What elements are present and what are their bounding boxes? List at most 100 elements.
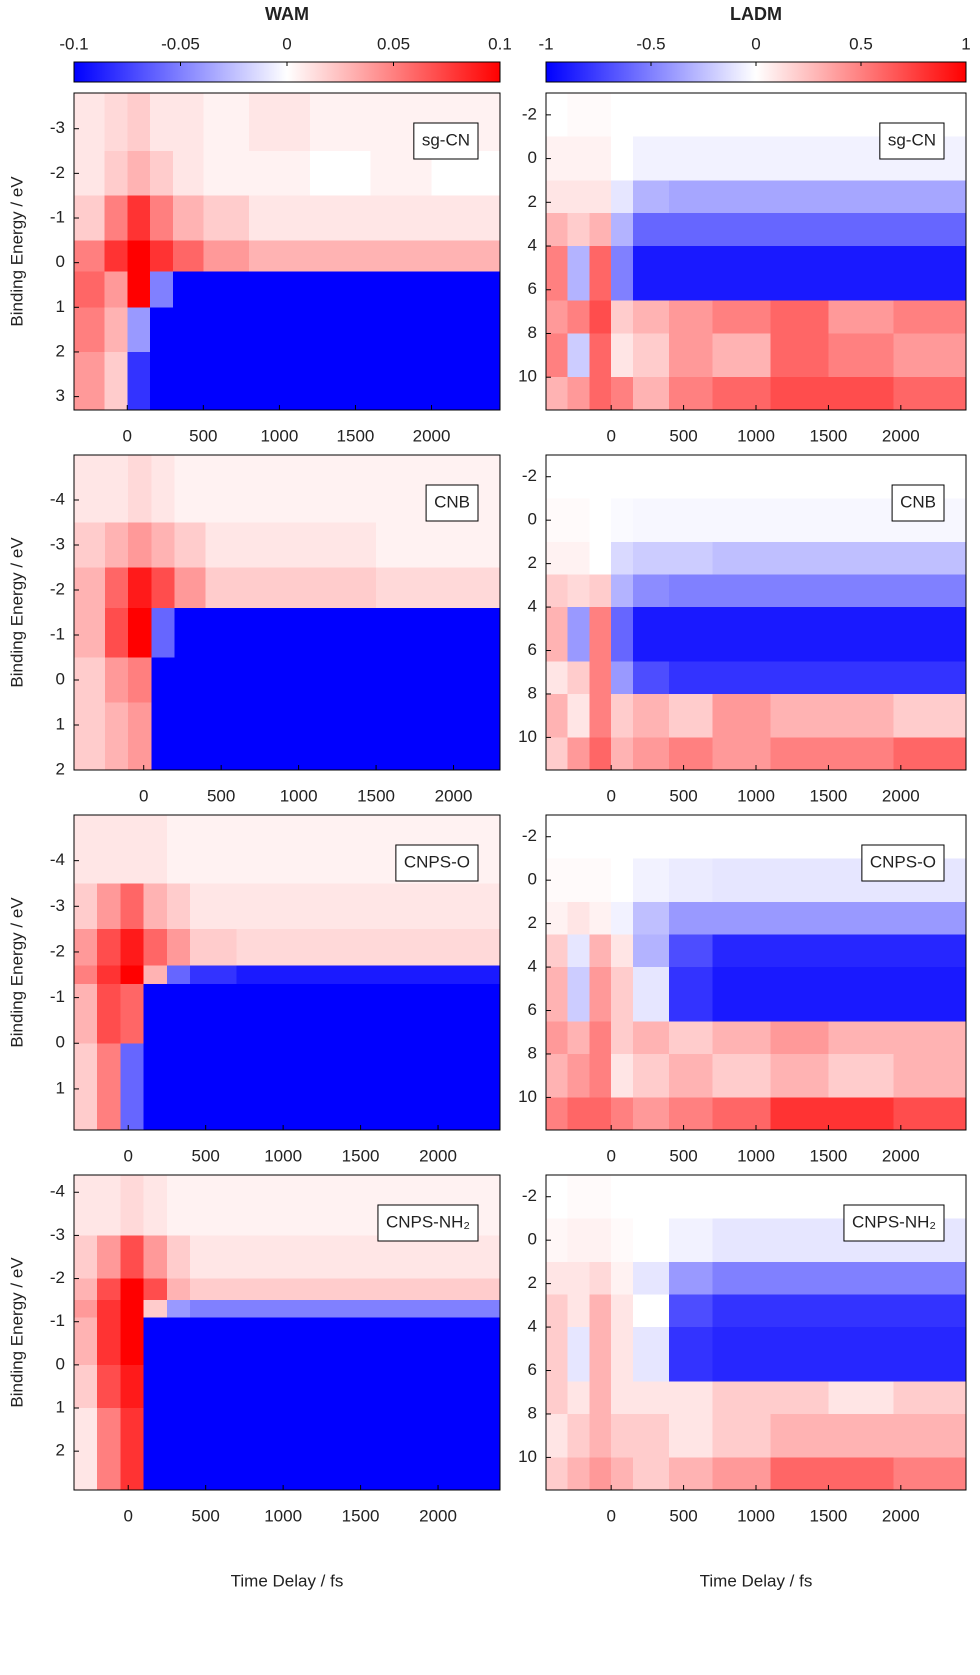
- heatmap-cell: [893, 1053, 967, 1098]
- heatmap-cell: [546, 967, 569, 1022]
- heatmap-cell: [127, 195, 151, 241]
- x-axis-label: Time Delay / fs: [231, 1571, 344, 1590]
- colorbar-tick-label: 0.1: [488, 34, 512, 53]
- heatmap-cell: [828, 333, 894, 378]
- x-tick-label: 0: [123, 1146, 132, 1165]
- heatmap-cell: [611, 607, 634, 662]
- heatmap-cell: [104, 351, 128, 411]
- heatmap-cell: [97, 929, 121, 967]
- heatmap-cell: [546, 815, 569, 859]
- heatmap-cell: [611, 1294, 634, 1328]
- heatmap-cell: [174, 702, 207, 771]
- heatmap-cell: [567, 901, 590, 935]
- heatmap-cell: [611, 737, 634, 771]
- heatmap-cell: [589, 1053, 612, 1098]
- x-tick-label: 2000: [419, 1146, 457, 1165]
- heatmap-cell: [236, 983, 300, 1044]
- heatmap-cell: [422, 883, 501, 930]
- heatmap-cell: [669, 858, 713, 903]
- heatmap-cell: [712, 1381, 771, 1415]
- heatmap-cell: [828, 967, 894, 1022]
- heatmap-cell: [438, 608, 501, 658]
- heatmap-cell: [205, 455, 253, 523]
- x-tick-label: 1000: [737, 426, 775, 445]
- heatmap-cell: [252, 702, 315, 771]
- panel-label: CNPS-NH₂: [852, 1212, 936, 1231]
- heatmap-cell: [422, 965, 501, 985]
- heatmap-cell: [632, 574, 670, 608]
- heatmap-cell: [893, 246, 967, 302]
- heatmap-cell: [712, 661, 771, 695]
- heatmap-cell: [828, 377, 894, 411]
- heatmap-cell: [669, 1218, 713, 1263]
- heatmap-cell: [632, 1413, 670, 1458]
- heatmap-cell: [567, 246, 590, 302]
- heatmap-cell: [143, 1043, 168, 1131]
- x-tick-label: 0: [606, 1146, 615, 1165]
- heatmap-cell: [376, 657, 439, 703]
- heatmap-cell: [546, 693, 569, 738]
- y-tick-label: 0: [56, 252, 65, 271]
- y-tick-label: -2: [522, 104, 537, 123]
- y-axis-label: Binding Energy / eV: [7, 897, 26, 1048]
- heatmap-cell: [360, 1364, 423, 1409]
- heatmap-cell: [567, 333, 590, 378]
- heatmap-cell: [589, 213, 612, 247]
- heatmap-cell: [546, 213, 569, 247]
- heatmap-cell: [309, 271, 372, 308]
- heatmap-cell: [632, 1327, 670, 1382]
- heatmap-cell: [770, 333, 829, 378]
- heatmap-cell: [360, 1408, 423, 1491]
- heatmap-cell: [104, 608, 129, 658]
- heatmap-cell: [632, 693, 670, 738]
- heatmap-cell: [236, 1364, 300, 1409]
- heatmap-cell: [828, 693, 894, 738]
- heatmap-cell: [422, 1043, 501, 1131]
- heatmap-cell: [74, 1364, 98, 1409]
- x-tick-label: 2000: [435, 786, 473, 805]
- heatmap-cell: [893, 180, 967, 214]
- heatmap-cell: [74, 1300, 98, 1318]
- heatmap-cell: [74, 657, 106, 703]
- heatmap-cell: [190, 1364, 238, 1409]
- heatmap-cell: [190, 883, 238, 930]
- x-tick-label: 0: [606, 426, 615, 445]
- heatmap-cell: [97, 1408, 121, 1491]
- y-tick-label: 2: [528, 1273, 537, 1292]
- heatmap-cell: [589, 1175, 612, 1219]
- heatmap-cell: [166, 1175, 191, 1236]
- heatmap-cell: [74, 1235, 98, 1279]
- x-tick-label: 500: [191, 1146, 219, 1165]
- heatmap-cell: [567, 377, 590, 411]
- heatmap-cell: [893, 333, 967, 378]
- heatmap-cell: [128, 608, 152, 658]
- heatmap-cell: [893, 967, 967, 1022]
- heatmap-cell: [422, 1408, 501, 1491]
- heatmap-cell: [712, 213, 771, 247]
- heatmap-cell: [893, 1381, 967, 1415]
- heatmap-cell: [438, 702, 501, 771]
- heatmap-cell: [589, 1413, 612, 1458]
- heatmap-cell: [712, 1294, 771, 1328]
- heatmap-cell: [770, 377, 829, 411]
- heatmap-cell: [712, 246, 771, 302]
- heatmap-cell: [828, 246, 894, 302]
- heatmap-cell: [632, 1294, 670, 1328]
- heatmap-cell: [546, 607, 569, 662]
- heatmap-cell: [120, 1175, 145, 1236]
- heatmap-cell: [669, 1381, 713, 1415]
- x-tick-label: 1000: [280, 786, 318, 805]
- heatmap-cell: [150, 271, 174, 308]
- y-tick-label: 0: [56, 1033, 65, 1052]
- heatmap-cell: [546, 901, 569, 935]
- colorbar-tick-label: 0.05: [377, 34, 410, 53]
- heatmap-cell: [567, 1261, 590, 1295]
- x-tick-label: 0: [139, 786, 148, 805]
- heatmap-cell: [74, 1278, 98, 1301]
- heatmap-cell: [127, 307, 151, 353]
- plot-frame: [73, 1174, 501, 1491]
- colorbar-tick-label: -0.05: [161, 34, 200, 53]
- heatmap-cell: [360, 983, 423, 1044]
- heatmap-cell: [893, 377, 967, 411]
- heatmap-cell: [712, 93, 771, 138]
